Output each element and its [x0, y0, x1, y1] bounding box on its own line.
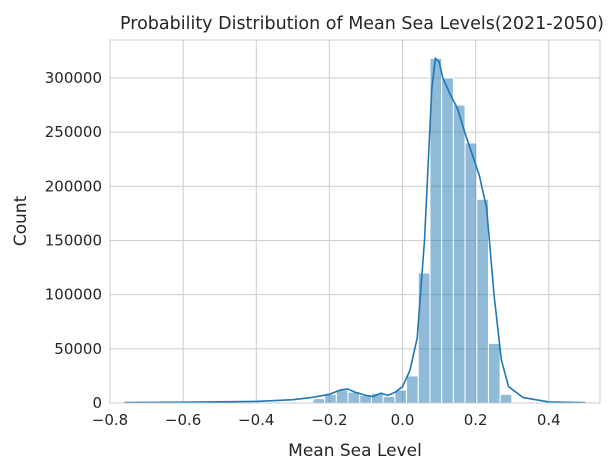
histogram-bar-2 [335, 389, 349, 404]
histogram-bar-14 [476, 198, 489, 404]
y-tick-labels: 0 50000 100000 150000 200000 250000 300000 [45, 69, 102, 412]
y-tick-label-3: 150000 [45, 231, 102, 249]
y-tick-label-1: 50000 [54, 340, 102, 358]
histogram-bar-12 [452, 104, 466, 404]
histogram-bar-13 [464, 142, 478, 404]
x-axis-label: Mean Sea Level [288, 441, 422, 461]
y-tick-label-4: 200000 [45, 177, 102, 195]
x-tick-label-4: 0.0 [391, 411, 415, 429]
histogram-bars [312, 57, 513, 404]
kde-curve-group [124, 56, 586, 404]
y-axis-label: Count [11, 195, 31, 246]
x-tick-label-2: −0.4 [238, 411, 274, 429]
x-tick-label-6: 0.4 [537, 411, 561, 429]
histogram-bar-15 [487, 342, 501, 404]
x-tick-labels: −0.8 −0.6 −0.4 −0.2 0.0 0.2 0.4 [92, 411, 561, 429]
histogram-bar-8 [406, 375, 419, 404]
x-tick-label-0: −0.8 [92, 411, 128, 429]
histogram-bar-10 [429, 57, 443, 404]
histogram-bar-6 [382, 395, 396, 404]
plot-frame [109, 39, 601, 404]
x-tick-label-5: 0.2 [464, 411, 488, 429]
histogram-bar-0 [312, 398, 326, 404]
y-tick-label-6: 300000 [45, 69, 102, 87]
x-tick-label-3: −0.2 [311, 411, 347, 429]
grid [109, 40, 600, 404]
chart-title: Probability Distribution of Mean Sea Lev… [120, 14, 604, 34]
histogram-bar-11 [441, 77, 454, 404]
y-tick-label-2: 100000 [45, 286, 102, 304]
x-tick-label-1: −0.6 [165, 411, 201, 429]
histogram-bar-16 [499, 393, 513, 404]
y-tick-label-0: 0 [92, 394, 102, 412]
kde-curve [124, 56, 586, 404]
y-tick-label-5: 250000 [45, 123, 102, 141]
